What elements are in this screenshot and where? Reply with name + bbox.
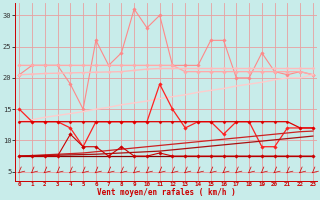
- X-axis label: Vent moyen/en rafales ( km/h ): Vent moyen/en rafales ( km/h ): [97, 188, 236, 197]
